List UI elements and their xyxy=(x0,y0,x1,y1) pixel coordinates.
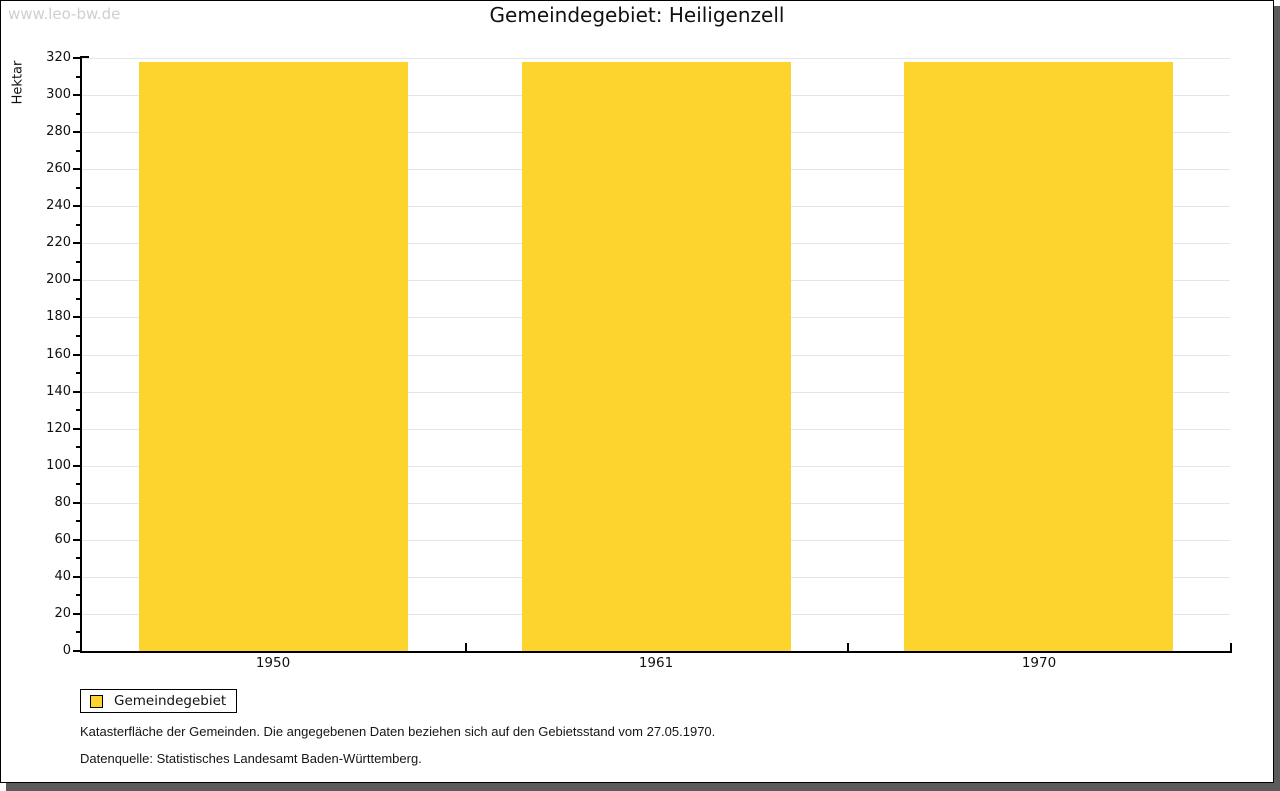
y-tick-major-60 xyxy=(73,539,80,541)
frame-shadow-bottom xyxy=(6,783,1280,791)
chart-title: Gemeindegebiet: Heiligenzell xyxy=(489,3,785,27)
y-tick-major-120 xyxy=(73,428,80,430)
y-tick-minor-170 xyxy=(76,335,80,337)
y-tick-major-140 xyxy=(73,391,80,393)
y-tick-major-260 xyxy=(73,168,80,170)
x-axis-line xyxy=(80,651,1232,653)
y-tick-major-280 xyxy=(73,131,80,133)
y-tick-label-280: 280 xyxy=(46,124,71,139)
y-tick-label-320: 320 xyxy=(46,50,71,65)
y-tick-label-220: 220 xyxy=(46,235,71,250)
y-tick-label-80: 80 xyxy=(54,495,71,510)
y-tick-label-260: 260 xyxy=(46,161,71,176)
y-tick-label-300: 300 xyxy=(46,87,71,102)
y-tick-major-160 xyxy=(73,354,80,356)
y-tick-minor-250 xyxy=(76,187,80,189)
x-tick-label-1950: 1950 xyxy=(255,655,291,671)
y-tick-major-100 xyxy=(73,465,80,467)
y-tick-major-180 xyxy=(73,316,80,318)
y-tick-major-0 xyxy=(73,650,80,652)
y-tick-major-20 xyxy=(73,613,80,615)
y-tick-label-120: 120 xyxy=(46,421,71,436)
y-tick-major-240 xyxy=(73,205,80,207)
legend-swatch xyxy=(90,695,103,708)
y-axis-title: Hektar xyxy=(10,60,26,105)
y-axis-line xyxy=(80,56,82,653)
y-tick-minor-110 xyxy=(76,446,80,448)
x-axis-end-cap xyxy=(1230,643,1232,651)
y-axis-top-cap xyxy=(80,56,89,58)
x-tick-label-1970: 1970 xyxy=(1021,655,1057,671)
y-tick-minor-190 xyxy=(76,298,80,300)
frame-shadow-right xyxy=(1274,6,1280,791)
legend-label: Gemeindegebiet xyxy=(114,693,227,709)
bar-1961 xyxy=(522,62,791,651)
y-tick-minor-30 xyxy=(76,594,80,596)
y-tick-label-200: 200 xyxy=(46,272,71,287)
x-tick-label-1961: 1961 xyxy=(638,655,674,671)
y-tick-label-40: 40 xyxy=(54,569,71,584)
y-tick-label-180: 180 xyxy=(46,309,71,324)
y-tick-minor-150 xyxy=(76,372,80,374)
y-tick-major-220 xyxy=(73,242,80,244)
y-tick-label-100: 100 xyxy=(46,458,71,473)
y-tick-minor-10 xyxy=(76,631,80,633)
y-tick-label-0: 0 xyxy=(62,643,71,658)
y-tick-label-140: 140 xyxy=(46,384,71,399)
y-tick-major-80 xyxy=(73,502,80,504)
y-tick-label-160: 160 xyxy=(46,347,71,362)
y-tick-minor-270 xyxy=(76,150,80,152)
x-axis-separator-1 xyxy=(465,643,467,651)
y-tick-minor-310 xyxy=(76,76,80,78)
y-tick-major-320 xyxy=(73,57,80,59)
footnote-source-note: Katasterfläche der Gemeinden. Die angege… xyxy=(80,724,716,739)
gridline-320 xyxy=(82,58,1230,59)
bar-1970 xyxy=(904,62,1173,651)
y-tick-major-200 xyxy=(73,279,80,281)
y-tick-minor-230 xyxy=(76,224,80,226)
legend-box: Gemeindegebiet xyxy=(80,689,237,713)
y-tick-label-60: 60 xyxy=(54,532,71,547)
y-tick-minor-90 xyxy=(76,483,80,485)
y-tick-major-40 xyxy=(73,576,80,578)
y-tick-minor-50 xyxy=(76,557,80,559)
watermark: www.leo-bw.de xyxy=(8,5,121,23)
y-tick-label-240: 240 xyxy=(46,198,71,213)
y-tick-minor-130 xyxy=(76,409,80,411)
y-tick-minor-210 xyxy=(76,261,80,263)
y-tick-minor-290 xyxy=(76,113,80,115)
x-axis-separator-2 xyxy=(847,643,849,651)
footnote-data-source: Datenquelle: Statistisches Landesamt Bad… xyxy=(80,751,422,766)
y-tick-label-20: 20 xyxy=(54,606,71,621)
bar-1950 xyxy=(139,62,408,651)
y-tick-major-300 xyxy=(73,94,80,96)
y-tick-minor-70 xyxy=(76,520,80,522)
